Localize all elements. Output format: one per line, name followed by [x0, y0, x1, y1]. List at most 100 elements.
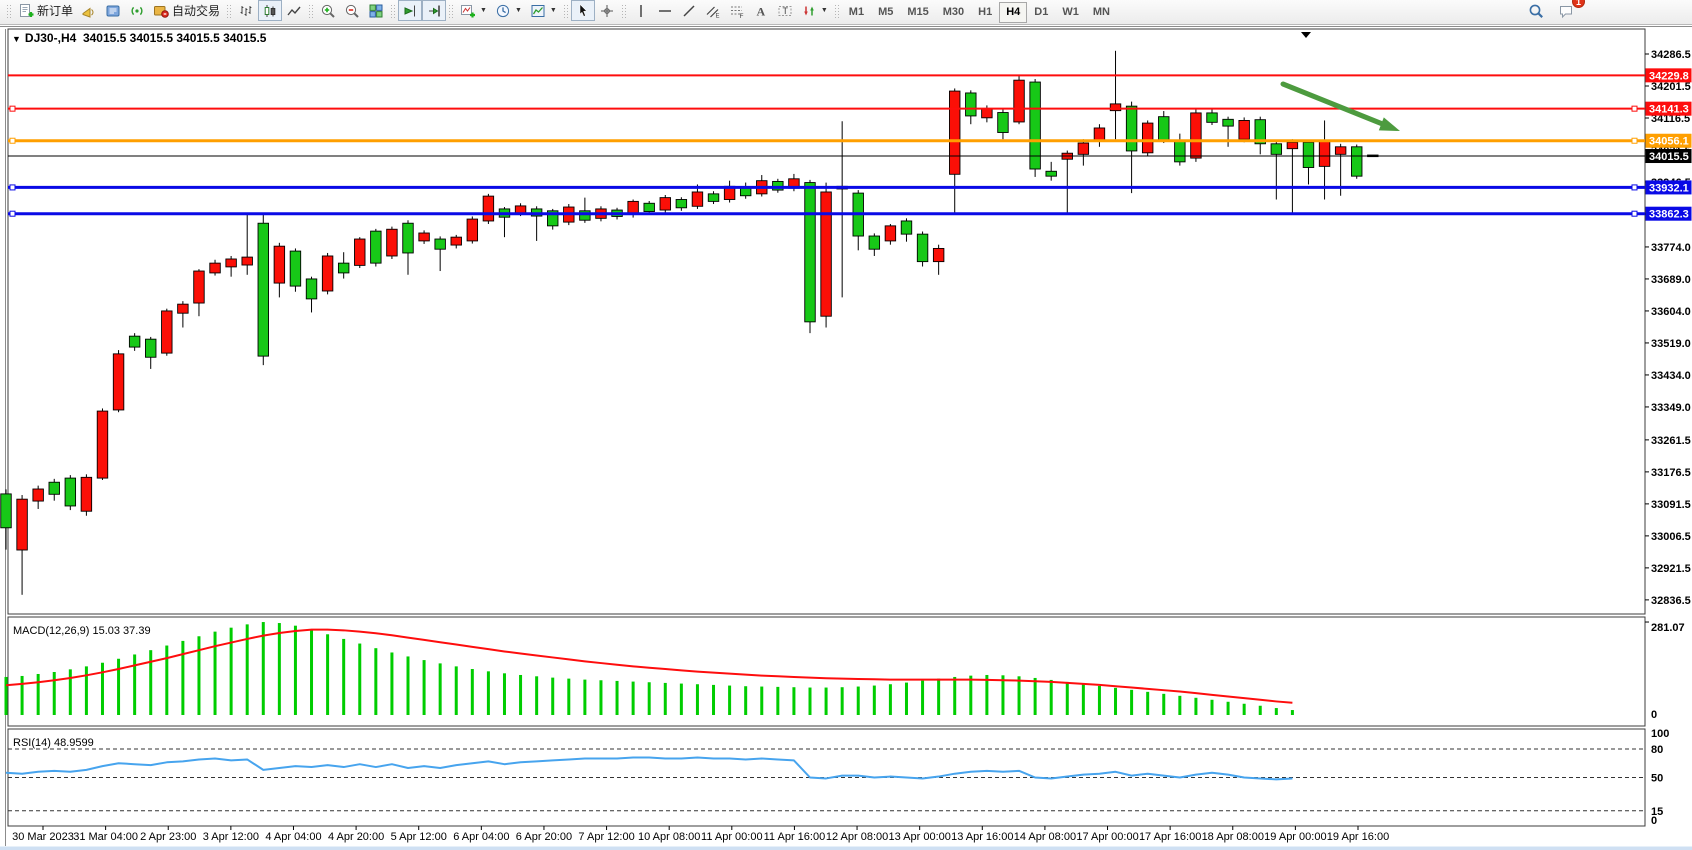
candle-body[interactable]: [1045, 170, 1057, 177]
candle-body[interactable]: [145, 338, 157, 358]
zoom-in-button[interactable]: [316, 0, 340, 21]
candle-body[interactable]: [932, 247, 945, 263]
candle-body[interactable]: [643, 202, 655, 213]
candle-body[interactable]: [981, 108, 993, 119]
dropdown-arrow-icon[interactable]: ▼: [549, 7, 557, 15]
trendline-button[interactable]: [677, 0, 701, 21]
line-handle[interactable]: [1631, 105, 1638, 112]
new-order-button[interactable]: 新订单: [14, 0, 77, 21]
candle-body[interactable]: [337, 262, 350, 274]
candle-body[interactable]: [32, 488, 44, 502]
candle-body[interactable]: [707, 193, 720, 202]
candle-body[interactable]: [1334, 146, 1347, 155]
line-handle[interactable]: [9, 137, 16, 144]
line-chart-button[interactable]: [282, 0, 306, 21]
chart-canvas[interactable]: 34286.534201.534116.534031.533946.533861…: [0, 27, 1692, 850]
candle-body[interactable]: [772, 180, 784, 191]
candle-body[interactable]: [1318, 140, 1331, 167]
candlestick-button[interactable]: [258, 0, 283, 22]
candle-body[interactable]: [128, 335, 141, 348]
candle-body[interactable]: [370, 230, 382, 264]
timeframe-h1-button[interactable]: H1: [971, 2, 999, 23]
candle-body[interactable]: [1174, 139, 1186, 163]
candle-body[interactable]: [1351, 146, 1363, 177]
text-label-button[interactable]: T: [773, 0, 797, 21]
candle-body[interactable]: [900, 220, 913, 235]
line-handle[interactable]: [1631, 210, 1638, 217]
arrows-button[interactable]: ▼: [797, 0, 832, 21]
candle-body[interactable]: [64, 477, 77, 507]
autotrading-button[interactable]: 自动交易: [149, 0, 224, 21]
candle-body[interactable]: [1238, 119, 1250, 140]
candle-body[interactable]: [868, 235, 881, 250]
metaeditor-button[interactable]: [101, 0, 125, 21]
arrow-shaft[interactable]: [1280, 81, 1388, 128]
candle-body[interactable]: [273, 245, 286, 284]
candle-body[interactable]: [161, 310, 173, 354]
signals-button[interactable]: [125, 0, 149, 21]
candle-body[interactable]: [1302, 141, 1315, 168]
channel-button[interactable]: E: [701, 0, 725, 21]
candle-body[interactable]: [659, 197, 671, 211]
candle-body[interactable]: [675, 199, 688, 209]
dropdown-arrow-icon[interactable]: ▼: [820, 7, 828, 15]
candle-body[interactable]: [1141, 122, 1154, 154]
candle-body[interactable]: [1206, 112, 1218, 123]
candle-body[interactable]: [804, 182, 816, 323]
candle-body[interactable]: [884, 225, 897, 242]
candle-body[interactable]: [1029, 81, 1041, 170]
zoom-out-button[interactable]: [340, 0, 364, 21]
candle-body[interactable]: [305, 278, 318, 300]
vertical-line-button[interactable]: [629, 0, 653, 21]
periods-button[interactable]: ▼: [491, 0, 526, 21]
candle-body[interactable]: [1254, 119, 1266, 145]
timeframe-m1-button[interactable]: M1: [842, 2, 871, 23]
candle-body[interactable]: [80, 476, 93, 512]
line-handle[interactable]: [9, 105, 16, 112]
candle-body[interactable]: [949, 90, 961, 175]
candle-body[interactable]: [1077, 142, 1090, 155]
timeframe-d1-button[interactable]: D1: [1027, 2, 1055, 23]
candle-body[interactable]: [16, 498, 28, 551]
candle-body[interactable]: [1286, 141, 1299, 150]
candle-body[interactable]: [997, 112, 1009, 133]
candle-body[interactable]: [321, 255, 334, 292]
line-handle[interactable]: [1631, 137, 1638, 144]
fibonacci-button[interactable]: F: [725, 0, 749, 21]
candle-body[interactable]: [386, 228, 398, 257]
arrow-head[interactable]: [1378, 117, 1400, 131]
candle-body[interactable]: [965, 92, 977, 117]
horizontal-line-button[interactable]: [653, 0, 677, 21]
timeframe-mn-button[interactable]: MN: [1086, 2, 1117, 23]
tile-windows-button[interactable]: [364, 0, 388, 21]
candle-body[interactable]: [739, 187, 752, 197]
timeframe-m5-button[interactable]: M5: [871, 2, 900, 23]
auto-scroll-button[interactable]: [398, 0, 423, 22]
candle-body[interactable]: [112, 353, 125, 411]
templates-button[interactable]: ▼: [526, 0, 561, 21]
candle-body[interactable]: [0, 493, 12, 529]
symbol-dropdown-icon[interactable]: ▼: [12, 34, 21, 44]
timeframe-w1-button[interactable]: W1: [1055, 2, 1086, 23]
timeframe-m30-button[interactable]: M30: [936, 2, 971, 23]
candle-body[interactable]: [241, 256, 253, 266]
line-handle[interactable]: [9, 184, 16, 191]
line-handle[interactable]: [1631, 184, 1638, 191]
candle-body[interactable]: [177, 303, 189, 314]
candle-body[interactable]: [434, 238, 446, 250]
candle-body[interactable]: [1222, 118, 1234, 127]
candle-body[interactable]: [225, 258, 237, 268]
candle-body[interactable]: [820, 191, 832, 317]
candle-body[interactable]: [193, 270, 205, 304]
bar-chart-button[interactable]: [234, 0, 258, 21]
chart-title[interactable]: ▼ DJ30-,H4 34015.5 34015.5 34015.5 34015.…: [12, 31, 266, 45]
line-handle[interactable]: [9, 210, 16, 217]
timeframe-h4-button[interactable]: H4: [999, 1, 1028, 23]
candle-body[interactable]: [466, 218, 479, 242]
candle-body[interactable]: [450, 236, 462, 246]
candle-body[interactable]: [257, 222, 269, 357]
chart-window[interactable]: 34286.534201.534116.534031.533946.533861…: [0, 26, 1692, 850]
candle-body[interactable]: [1109, 103, 1122, 112]
candle-body[interactable]: [48, 481, 60, 495]
chat-button[interactable]: [1554, 0, 1578, 21]
